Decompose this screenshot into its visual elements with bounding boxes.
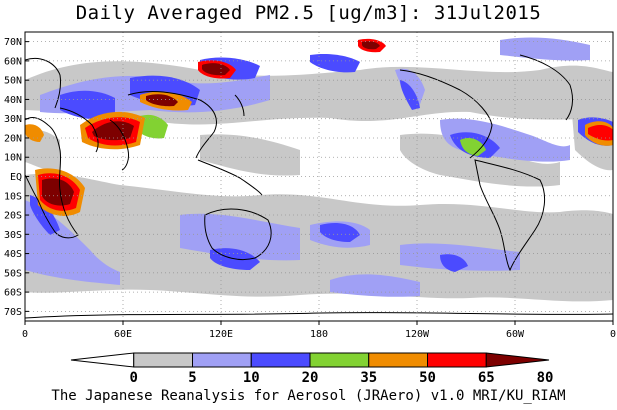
pm25-field [25, 37, 613, 302]
map-title: Daily Averaged PM2.5 [ug/m3]: 31Jul2015 [75, 2, 542, 24]
longitude-label: 120E [209, 329, 233, 340]
colorbar-labels: 0 5 10 20 35 50 65 80 [130, 370, 554, 386]
colorbar-swatch [427, 352, 487, 368]
colorbar-swatch [70, 352, 135, 368]
longitude-labels: 0 60E 120E 180 120W 60W 0 [22, 329, 616, 340]
colorbar-label: 50 [419, 370, 436, 386]
colorbar-swatch [368, 352, 428, 368]
latitude-label: 60S [4, 288, 22, 299]
colorbar-label: 0 [130, 370, 138, 386]
latitude-labels: 70N 60N 50N 40N 30N 20N 10N EQ 10S 20S 30S 40S 50S 60… [4, 37, 22, 318]
map-frame [24, 31, 614, 322]
latitude-label: 40N [4, 95, 22, 106]
colorbar [70, 352, 550, 368]
colorbar-swatch [250, 352, 311, 368]
colorbar-swatch [192, 352, 252, 368]
colorbar-label: 65 [478, 370, 495, 386]
colorbar-label: 35 [360, 370, 377, 386]
latitude-label: 40S [4, 249, 22, 260]
longitude-label: 60E [114, 329, 132, 340]
latitude-label: 60N [4, 56, 22, 67]
latitude-label: 30N [4, 114, 22, 125]
colorbar-swatch [133, 352, 193, 368]
latitude-label: EQ [10, 172, 22, 183]
longitude-label: 120W [405, 329, 430, 340]
latitude-label: 50N [4, 76, 22, 87]
colorbar-label: 10 [243, 370, 260, 386]
colorbar-label: 80 [537, 370, 554, 386]
latitude-label: 70N [4, 37, 22, 48]
colorbar-swatch [309, 352, 370, 368]
colorbar-label: 5 [188, 370, 196, 386]
latitude-label: 70S [4, 307, 22, 318]
longitude-label: 0 [22, 329, 28, 340]
latitude-label: 50S [4, 268, 22, 279]
longitude-label: 60W [506, 329, 525, 340]
latitude-label: 20N [4, 133, 22, 144]
colorbar-swatch [485, 352, 550, 368]
graticule [24, 32, 614, 325]
longitude-label: 180 [310, 329, 328, 340]
latitude-label: 20S [4, 211, 22, 222]
latitude-label: 10S [4, 191, 22, 202]
longitude-label: 0 [610, 329, 616, 340]
latitude-label: 10N [4, 153, 22, 164]
colorbar-label: 20 [302, 370, 319, 386]
credit-line: The Japanese Reanalysis for Aerosol (JRA… [51, 388, 566, 404]
latitude-label: 30S [4, 230, 22, 241]
